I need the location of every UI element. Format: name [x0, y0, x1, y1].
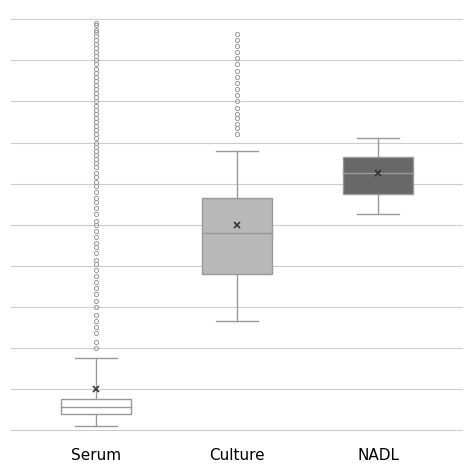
- Bar: [202, 198, 272, 274]
- Bar: [343, 157, 413, 194]
- Bar: [61, 399, 131, 413]
